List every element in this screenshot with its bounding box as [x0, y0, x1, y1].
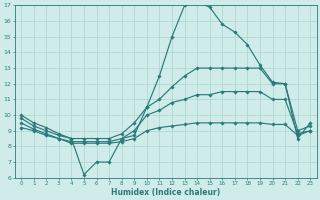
X-axis label: Humidex (Indice chaleur): Humidex (Indice chaleur)	[111, 188, 220, 197]
